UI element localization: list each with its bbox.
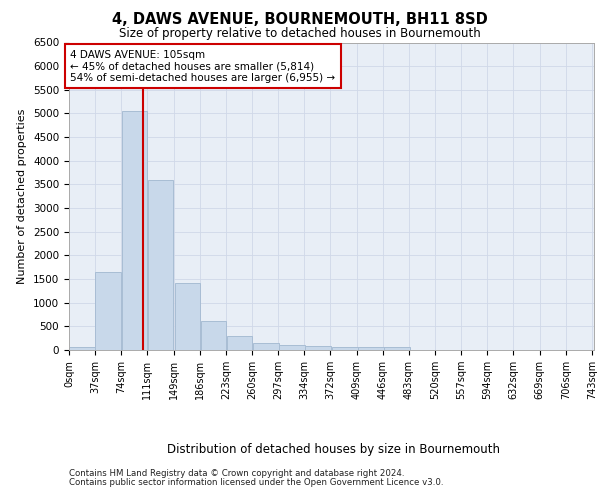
Bar [332,348,358,350]
Text: Distribution of detached houses by size in Bournemouth: Distribution of detached houses by size … [167,442,500,456]
Bar [175,283,200,350]
Text: Size of property relative to detached houses in Bournemouth: Size of property relative to detached ho… [119,28,481,40]
Y-axis label: Number of detached properties: Number of detached properties [17,108,28,284]
Bar [95,272,121,350]
Bar [385,348,410,350]
Text: 4 DAWS AVENUE: 105sqm
← 45% of detached houses are smaller (5,814)
54% of semi-d: 4 DAWS AVENUE: 105sqm ← 45% of detached … [70,50,335,83]
Bar [358,348,384,350]
Bar [305,346,331,350]
Text: 4, DAWS AVENUE, BOURNEMOUTH, BH11 8SD: 4, DAWS AVENUE, BOURNEMOUTH, BH11 8SD [112,12,488,28]
Bar [201,320,226,350]
Bar [122,110,147,350]
Bar [69,346,95,350]
Text: Contains public sector information licensed under the Open Government Licence v3: Contains public sector information licen… [69,478,443,487]
Bar [227,336,253,350]
Bar [279,345,305,350]
Text: Contains HM Land Registry data © Crown copyright and database right 2024.: Contains HM Land Registry data © Crown c… [69,469,404,478]
Bar [253,343,278,350]
Bar [148,180,173,350]
